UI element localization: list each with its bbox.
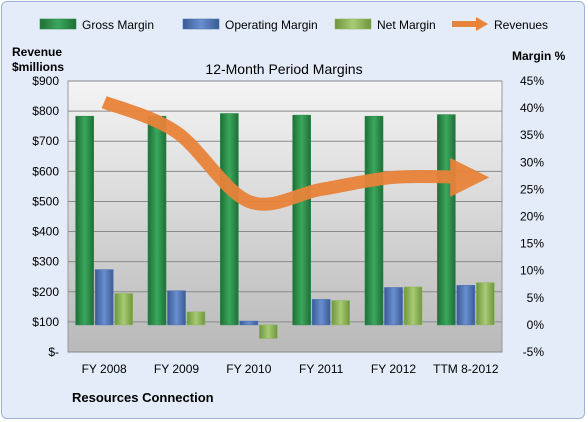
x-ticks: FY 2008 FY 2009 FY 2010 FY 2011 FY 2012 TTM 8… — [82, 362, 499, 376]
gross-margin-bar — [292, 114, 311, 326]
operating-margin-bar — [94, 269, 114, 326]
y-right-tick-label: 20% — [520, 210, 544, 224]
y-right-tick-label: 5% — [527, 291, 545, 305]
operating-margin-bar — [456, 285, 476, 326]
y-right-tick-label: 15% — [520, 237, 544, 251]
operating-margin-bar — [384, 287, 403, 326]
x-tick-label: FY 2011 — [299, 362, 344, 376]
y-left-tick-label: $500 — [32, 194, 59, 208]
net-margin-bar — [186, 311, 206, 326]
operating-margin-bar — [239, 320, 259, 326]
gross-margin-legend-swatch — [39, 18, 77, 30]
y-left-tick-label: $600 — [32, 164, 59, 178]
gross-margin-bar — [437, 114, 456, 326]
y-right-tick-label: 25% — [520, 182, 544, 196]
gross-margin-bar — [220, 113, 239, 326]
net-margin-bar — [331, 300, 350, 326]
operating-margin-legend-swatch — [182, 18, 220, 30]
x-tick-label: FY 2012 — [371, 362, 416, 376]
y-right-label: Margin % — [512, 49, 566, 63]
net-margin-bar — [403, 286, 423, 326]
gross-margin-legend-label: Gross Margin — [82, 18, 154, 32]
y-left-ticks: $- $100 $200 $300 $400 $500 $600 $700 $800 $900 — [32, 74, 59, 359]
net-margin-legend-swatch — [334, 18, 372, 30]
x-tick-label: FY 2008 — [82, 362, 127, 376]
gross-margin-bar — [75, 115, 94, 326]
y-left-tick-label: $400 — [32, 225, 59, 239]
net-margin-bar — [259, 324, 278, 339]
y-left-tick-label: $200 — [32, 285, 59, 299]
y-right-tick-label: -5% — [523, 345, 545, 359]
net-margin-bar — [114, 293, 133, 326]
revenues-line — [101, 96, 490, 211]
net-margin-legend-label: Net Margin — [377, 18, 436, 32]
y-right-tick-label: 10% — [520, 264, 544, 278]
y-right-tick-label: 0% — [527, 318, 545, 332]
chart-title: 12-Month Period Margins — [205, 61, 362, 77]
y-left-label-line2: $millions — [12, 60, 64, 74]
y-left-tick-label: $900 — [32, 74, 59, 88]
arrow-icon — [476, 17, 488, 31]
y-left-label-line1: Revenue — [12, 45, 62, 59]
bars — [75, 113, 495, 339]
legend: Gross Margin Operating Margin Net Margin Re… — [39, 17, 548, 32]
operating-margin-bar — [167, 290, 186, 326]
y-left-tick-label: $- — [48, 345, 59, 359]
net-margin-bar — [476, 282, 495, 326]
x-tick-label: FY 2009 — [154, 362, 199, 376]
company-name: Resources Connection — [72, 390, 214, 405]
y-right-tick-label: 45% — [520, 74, 544, 88]
x-tick-label: FY 2010 — [226, 362, 271, 376]
gross-margin-bar — [147, 115, 167, 326]
y-right-tick-label: 40% — [520, 101, 544, 115]
plot-area — [67, 80, 503, 353]
gross-margin-bar — [364, 115, 384, 326]
x-tick-label: TTM 8-2012 — [433, 362, 499, 376]
y-left-tick-label: $300 — [32, 255, 59, 269]
operating-margin-legend-label: Operating Margin — [225, 18, 318, 32]
operating-margin-bar — [311, 299, 331, 326]
y-right-tick-label: 35% — [520, 128, 544, 142]
y-right-tick-label: 30% — [520, 155, 544, 169]
revenues-legend-label: Revenues — [494, 18, 548, 32]
y-left-tick-label: $700 — [32, 134, 59, 148]
y-right-ticks: -5% 0% 5% 10% 15% 20% 25% 30% 35% 40% 45% — [520, 74, 544, 359]
y-left-tick-label: $100 — [32, 315, 59, 329]
y-left-tick-label: $800 — [32, 104, 59, 118]
